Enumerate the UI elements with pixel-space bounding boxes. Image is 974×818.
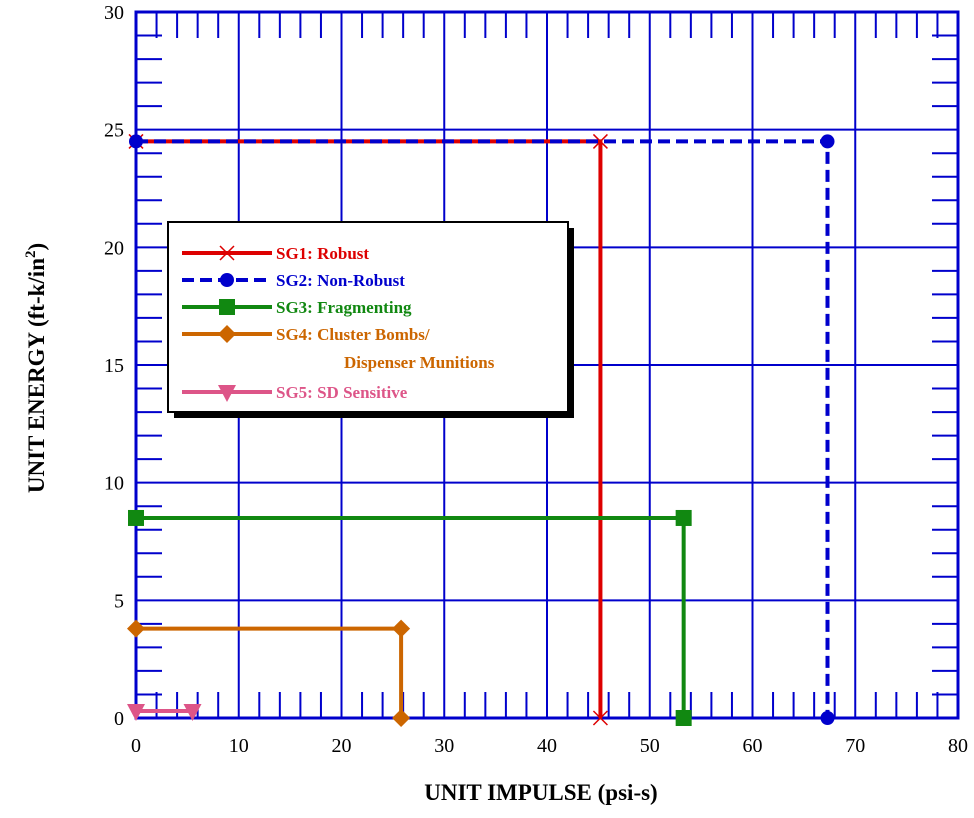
circle-marker — [220, 273, 234, 287]
legend-label: SG4: Cluster Bombs/ — [276, 325, 430, 344]
x-marker — [592, 133, 608, 149]
x-tick-label: 30 — [434, 735, 454, 757]
x-tick-label: 10 — [229, 735, 249, 757]
legend-label: SG3: Fragmenting — [276, 298, 412, 317]
x-marker — [592, 710, 608, 726]
legend-item-1: SG1: Robust — [182, 244, 369, 263]
x-tick-label: 40 — [537, 735, 557, 757]
series-5 — [127, 703, 202, 721]
y-tick-label: 5 — [114, 590, 124, 612]
legend-item-5: SG5: SD Sensitive — [182, 383, 408, 402]
legend-label: Dispenser Munitions — [344, 353, 495, 372]
legend-label: SG5: SD Sensitive — [276, 383, 408, 402]
square-marker — [675, 710, 692, 726]
triangle-marker — [183, 703, 202, 721]
circle-marker — [820, 711, 835, 725]
x-tick-label: 80 — [948, 735, 968, 757]
y-tick-label: 25 — [104, 120, 124, 142]
series-3 — [128, 509, 692, 726]
y-tick-label: 20 — [104, 237, 124, 259]
legend-item-4: SG4: Cluster Bombs/Dispenser Munitions — [182, 325, 495, 372]
x-tick-label: 60 — [743, 735, 763, 757]
legend-label: SG2: Non-Robust — [276, 271, 405, 290]
legend-item-3: SG3: Fragmenting — [182, 298, 412, 317]
legend: SG1: Robust SG2: Non-Robust SG3: Fragmenti… — [167, 221, 574, 418]
x-tick-label: 0 — [131, 735, 141, 757]
legend-label: SG1: Robust — [276, 244, 369, 263]
triangle-marker — [218, 385, 236, 402]
square-marker — [219, 299, 235, 315]
circle-marker — [820, 134, 835, 149]
y-tick-label: 0 — [114, 708, 124, 730]
x-tick-label: 20 — [332, 735, 352, 757]
legend-item-2: SG2: Non-Robust — [182, 271, 405, 290]
diamond-marker — [392, 709, 411, 727]
x-tick-label: 50 — [640, 735, 660, 757]
series-layer — [127, 133, 835, 727]
series-2 — [129, 134, 835, 725]
y-axis-title: UNIT ENERGY (ft-k/in2) — [23, 243, 49, 493]
series-4 — [127, 619, 411, 727]
y-tick-label: 15 — [104, 355, 124, 377]
diamond-marker — [218, 325, 236, 343]
circle-marker — [129, 134, 143, 149]
y-tick-label: 10 — [104, 473, 124, 495]
square-marker — [675, 509, 692, 526]
triangle-marker — [127, 703, 145, 721]
diamond-marker — [127, 619, 145, 638]
x-axis-title: UNIT IMPULSE (psi-s) — [424, 780, 657, 805]
y-tick-label: 30 — [104, 2, 124, 24]
plot-frame — [134, 10, 960, 720]
x-marker — [219, 245, 235, 261]
diamond-marker — [392, 619, 411, 638]
square-marker — [128, 509, 144, 526]
x-tick-label: 70 — [845, 735, 865, 757]
axis-labels: 0 10 20 30 40 50 60 70 80 0 5 10 15 20 25 30 UNIT IMPULS… — [23, 2, 968, 805]
